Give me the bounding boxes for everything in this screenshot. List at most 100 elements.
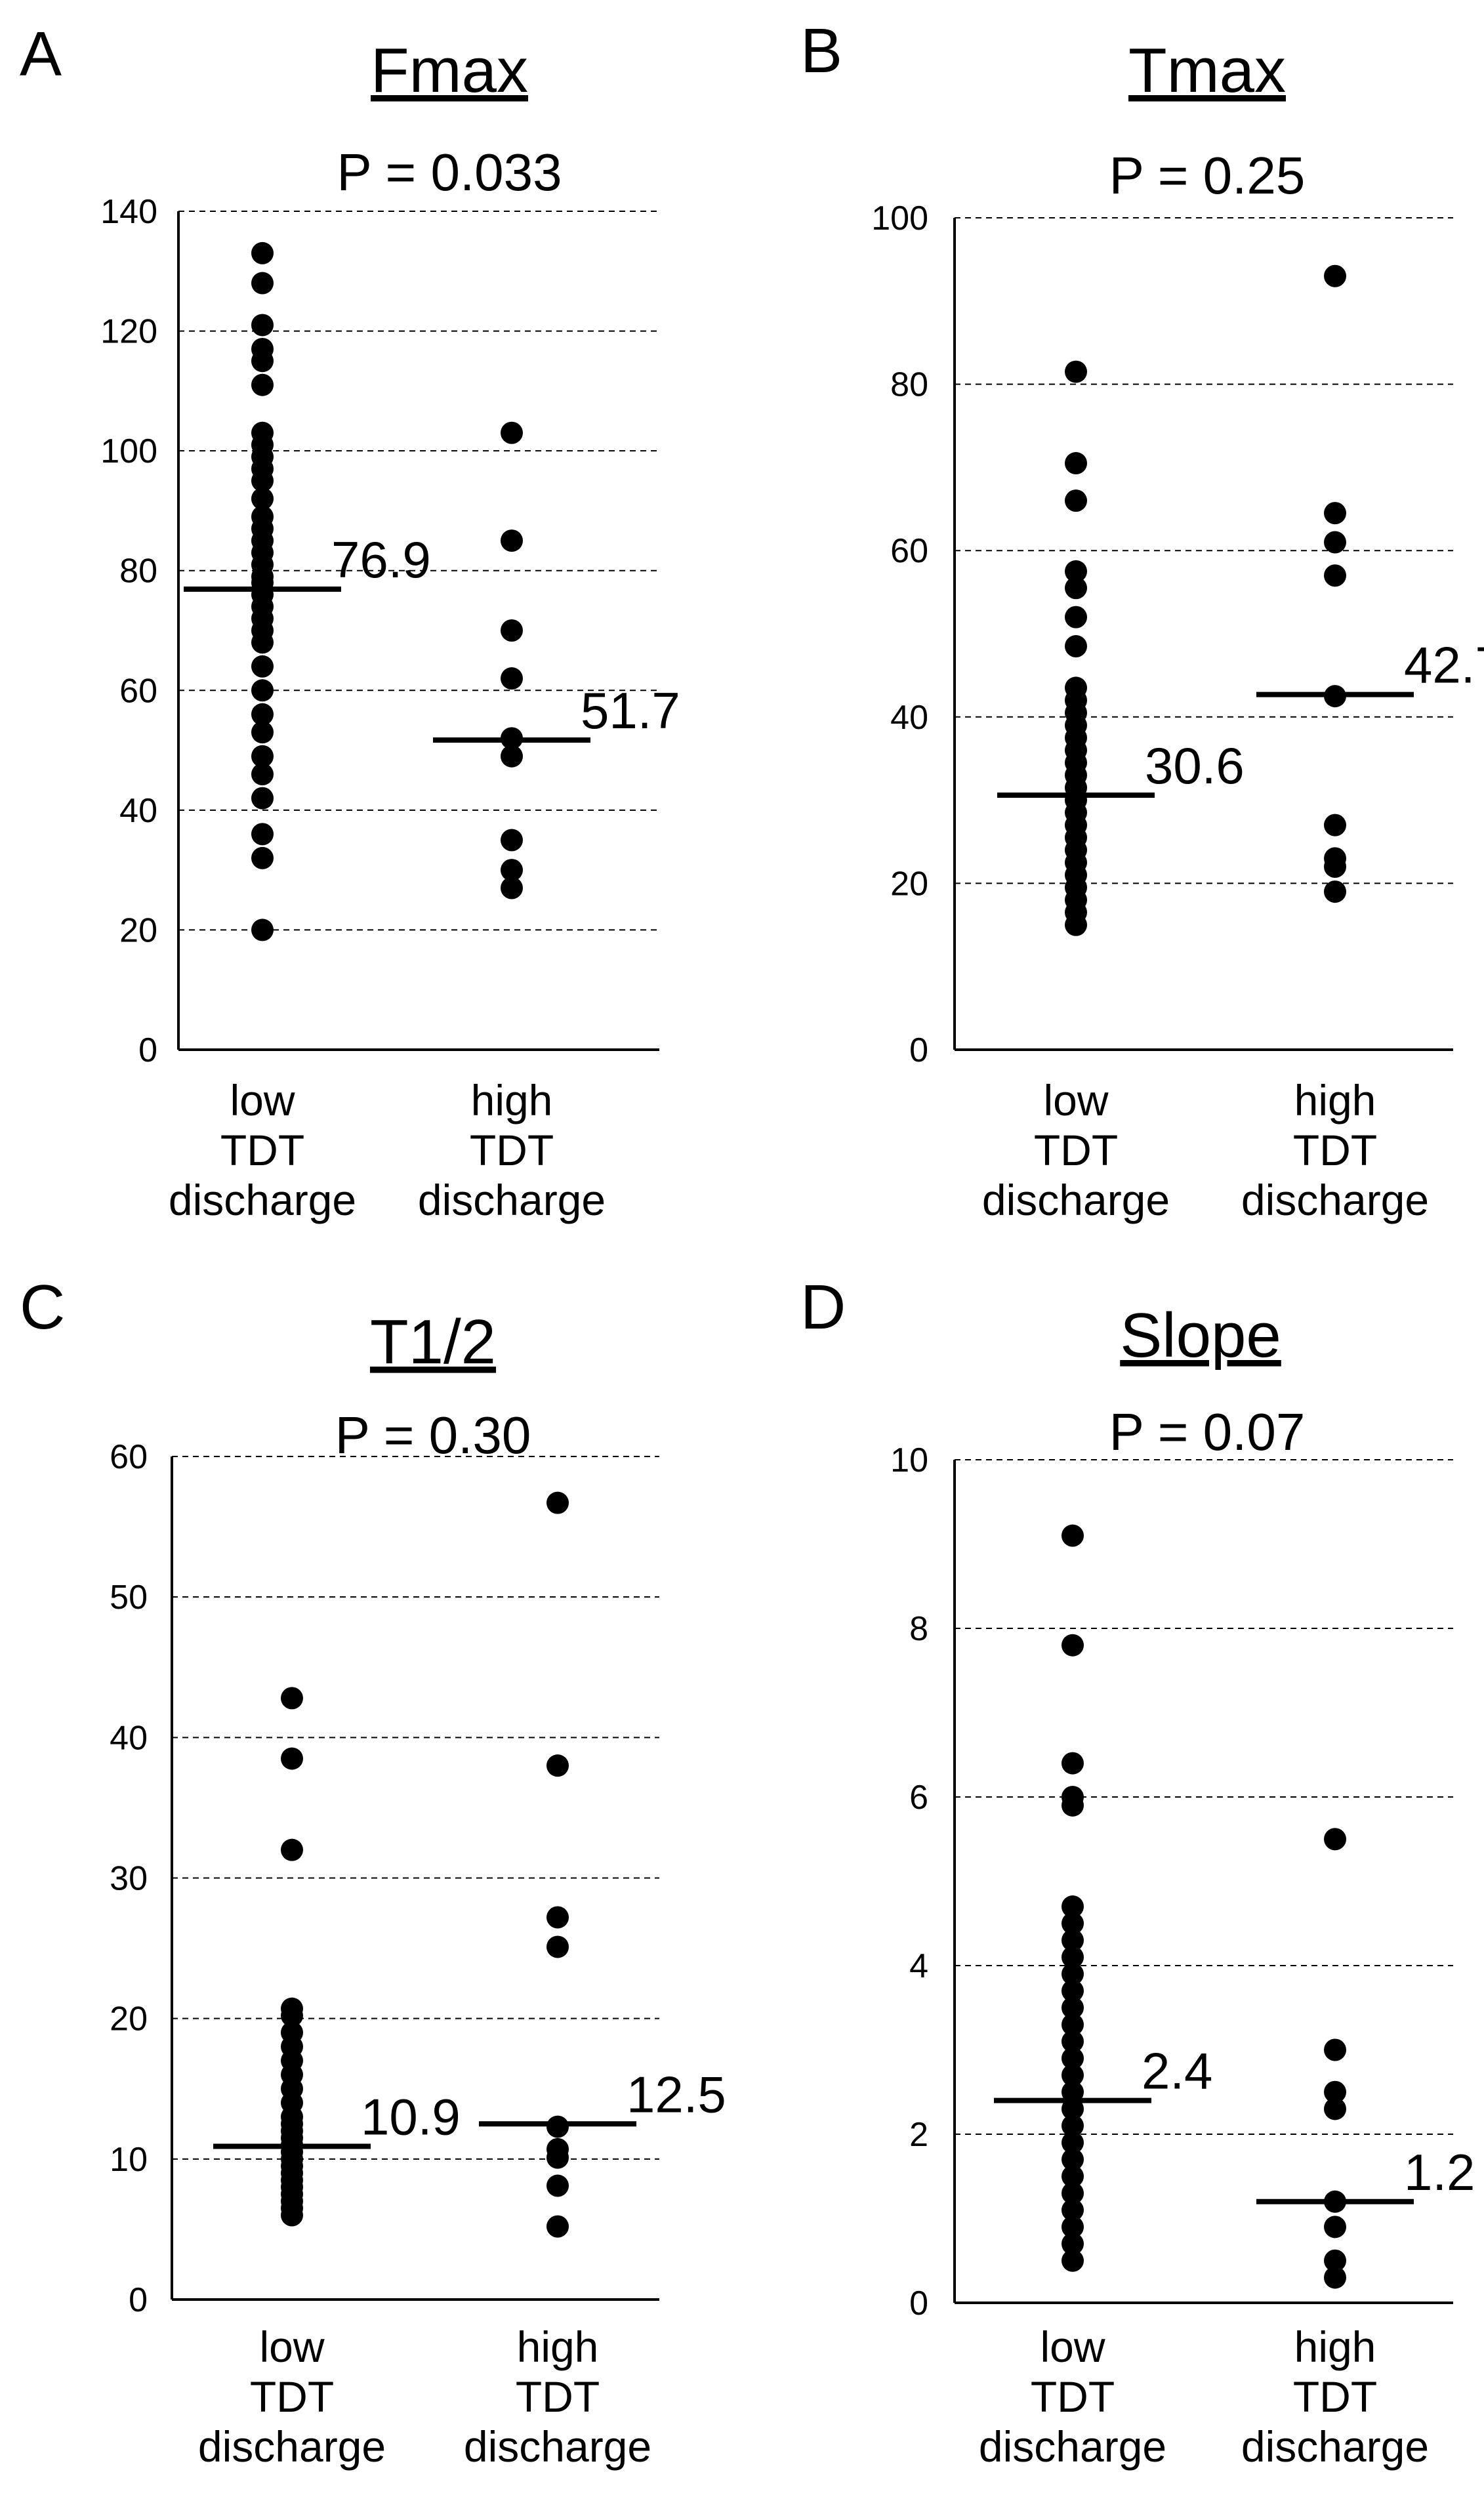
y-tick-label: 40 [119, 792, 157, 830]
data-point [1324, 564, 1346, 587]
data-point [1061, 2047, 1084, 2070]
y-tick-label: 60 [119, 672, 157, 710]
data-point [1065, 606, 1087, 629]
data-point [251, 787, 274, 810]
data-point [251, 679, 274, 702]
data-point [546, 1754, 569, 1777]
y-tick-label: 40 [890, 699, 928, 737]
data-point [1061, 1524, 1084, 1547]
y-tick-label: 60 [110, 1438, 148, 1476]
data-point [251, 846, 274, 869]
category-label-line: TDT [470, 1126, 554, 1174]
category-label: high TDT discharge [464, 2322, 651, 2471]
category-label-line: discharge [1241, 1176, 1429, 1224]
data-point [251, 469, 274, 492]
data-point [281, 2004, 303, 2027]
y-tick-label: 6 [909, 1779, 928, 1817]
panel-letter: A [20, 19, 62, 89]
data-point [1061, 2233, 1084, 2256]
data-point [1061, 2165, 1084, 2188]
data-point [546, 2115, 569, 2138]
category-label-line: high [517, 2322, 599, 2371]
y-tick-label: 0 [138, 1031, 157, 1069]
category-label-line: TDT [250, 2372, 334, 2421]
category-label-line: low [230, 1076, 295, 1125]
category-label: low TDT discharge [169, 1076, 356, 1224]
data-point [1061, 1979, 1084, 2002]
data-point [1324, 502, 1346, 525]
mean-label: 42.7 [1404, 636, 1484, 694]
y-tick-label: 80 [890, 366, 928, 404]
data-point [1061, 2131, 1084, 2154]
category-label-line: low [1043, 1076, 1108, 1125]
y-tick-label: 10 [890, 1441, 928, 1479]
category-label: high TDT discharge [1241, 1076, 1429, 1224]
data-point [501, 421, 523, 444]
chart-title: T1/2 [370, 1307, 496, 1377]
data-point [281, 1838, 303, 1861]
y-tick-label: 50 [110, 1579, 148, 1617]
category-label-line: discharge [464, 2422, 651, 2471]
data-point [281, 2204, 303, 2227]
data-point [251, 314, 274, 337]
data-point [501, 877, 523, 899]
data-point [251, 487, 274, 510]
data-point [1061, 1752, 1084, 1775]
data-point [251, 373, 274, 396]
panel-letter: D [800, 1272, 846, 1342]
chart-title: Tmax [1128, 35, 1286, 106]
data-point [501, 529, 523, 552]
mean-label: 1.2 [1404, 2143, 1475, 2201]
data-point [1065, 577, 1087, 600]
data-point [546, 2146, 569, 2169]
data-point [251, 655, 274, 678]
data-point [1324, 2080, 1346, 2103]
data-point [546, 1935, 569, 1958]
y-tick-label: 2 [909, 2116, 928, 2154]
y-tick-label: 8 [909, 1610, 928, 1648]
data-point [501, 619, 523, 642]
data-point [1061, 1794, 1084, 1817]
data-point [1061, 2013, 1084, 2036]
data-point [1061, 1912, 1084, 1935]
data-point [251, 745, 274, 768]
p-value: P = 0.30 [335, 1406, 531, 1464]
y-tick-label: 0 [129, 2281, 148, 2319]
category-label-line: TDT [516, 2372, 600, 2421]
y-tick-label: 10 [110, 2141, 148, 2179]
category-label-line: discharge [418, 1176, 606, 1224]
y-tick-label: 80 [119, 552, 157, 590]
data-point [1324, 2266, 1346, 2289]
data-point [1061, 1946, 1084, 1969]
data-point [251, 823, 274, 846]
data-point [1061, 2198, 1084, 2221]
category-label-line: low [259, 2322, 324, 2371]
data-point [1324, 814, 1346, 836]
mean-label: 2.4 [1142, 2042, 1212, 2100]
chart-title: Slope [1120, 1300, 1281, 1371]
category-label-line: discharge [979, 2422, 1166, 2471]
data-point [501, 667, 523, 690]
data-point [1324, 531, 1346, 554]
p-value: P = 0.033 [337, 143, 562, 201]
category-label-line: high [1294, 1076, 1376, 1125]
panel-letter: C [20, 1272, 65, 1342]
data-point [501, 829, 523, 852]
data-point [281, 1687, 303, 1710]
data-point [546, 1491, 569, 1514]
category-label: low TDT discharge [198, 2322, 386, 2471]
category-label: high TDT discharge [418, 1076, 606, 1224]
data-point [1061, 2097, 1084, 2120]
data-point [1061, 2148, 1084, 2171]
category-label-line: TDT [1034, 1126, 1118, 1174]
data-point [1324, 264, 1346, 287]
data-point [1061, 2181, 1084, 2204]
y-tick-label: 20 [119, 911, 157, 949]
mean-label: 51.7 [581, 682, 680, 739]
